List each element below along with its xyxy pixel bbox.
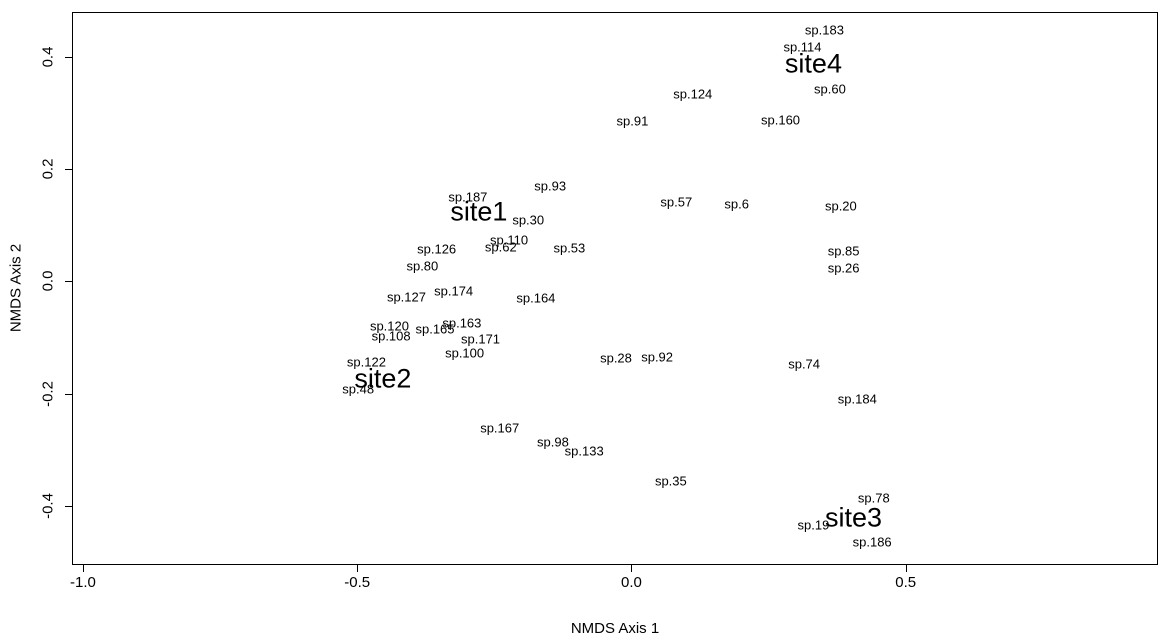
species-label: sp.80: [406, 258, 439, 274]
y-tick-label: 0.0: [39, 271, 57, 292]
species-label: sp.100: [445, 345, 485, 361]
species-label: sp.122: [346, 354, 386, 370]
species-label: sp.183: [804, 22, 844, 38]
species-label: sp.53: [553, 240, 586, 256]
species-label: sp.186: [852, 534, 892, 550]
x-tick-mark: [631, 565, 633, 572]
species-label: sp.167: [480, 420, 520, 436]
species-label: sp.160: [761, 112, 801, 128]
species-label: sp.133: [564, 443, 604, 459]
species-label: sp.91: [616, 113, 649, 129]
x-tick-label: 0.0: [621, 574, 642, 591]
species-label: sp.57: [660, 194, 693, 210]
x-tick-mark: [82, 565, 84, 572]
species-label: sp.110: [489, 232, 529, 248]
y-tick-mark: [65, 393, 72, 395]
site-label: site2: [354, 363, 412, 394]
species-label: sp.174: [434, 283, 474, 299]
site-label: site4: [784, 48, 842, 79]
species-label: sp.30: [512, 212, 545, 228]
x-axis-label: NMDS Axis 1: [570, 620, 660, 637]
site-label: site1: [450, 196, 508, 227]
plot-area: sp.183 sp.114 sp.60 sp.124 sp.160 sp.91 sp.93 s…: [72, 12, 1158, 565]
species-label: sp.62: [484, 239, 517, 255]
species-label: sp.26: [827, 260, 860, 276]
species-label: sp.92: [641, 349, 674, 365]
x-tick-mark: [905, 565, 907, 572]
species-label: sp.114: [783, 39, 822, 55]
species-label: sp.48: [342, 381, 375, 397]
species-label: sp.124: [673, 86, 713, 102]
species-label: sp.171: [460, 331, 501, 347]
species-label: sp.78: [857, 490, 890, 505]
species-label: sp.163: [442, 315, 482, 331]
species-label: sp.108: [371, 328, 411, 344]
species-label: sp.6: [724, 196, 749, 212]
y-tick-label: 0.2: [39, 158, 57, 180]
species-label: sp.60: [814, 81, 846, 97]
species-label: sp.20: [824, 198, 857, 214]
y-axis-label: NMDS Axis 2: [7, 243, 25, 333]
species-label: sp.126: [417, 241, 457, 257]
species-label: sp.165: [415, 321, 455, 337]
species-label: sp.187: [448, 189, 488, 205]
species-label: sp.127: [386, 289, 426, 305]
y-tick-label: -0.2: [39, 380, 57, 407]
species-label: sp.93: [534, 178, 567, 194]
y-tick-label: -0.4: [39, 493, 57, 519]
species-label: sp.85: [827, 243, 860, 259]
species-label: sp.19: [797, 517, 830, 533]
species-label: sp.184: [837, 391, 877, 407]
species-label: sp.74: [788, 356, 821, 372]
y-tick-mark: [65, 281, 72, 283]
site-label: site3: [824, 502, 883, 533]
x-tick-label: -0.5: [344, 574, 371, 591]
species-label: sp.98: [537, 434, 569, 450]
x-tick-mark: [357, 565, 359, 572]
species-label: sp.164: [516, 290, 556, 306]
y-tick-mark: [65, 506, 72, 508]
species-label: sp.35: [654, 473, 687, 489]
x-tick-label: -1.0: [70, 574, 96, 591]
y-tick-mark: [65, 169, 72, 171]
x-tick-label: 0.5: [895, 574, 917, 591]
y-tick-mark: [65, 56, 72, 58]
species-label: sp.28: [600, 350, 632, 366]
species-label: sp.120: [369, 318, 409, 334]
y-tick-label: 0.4: [39, 46, 57, 68]
